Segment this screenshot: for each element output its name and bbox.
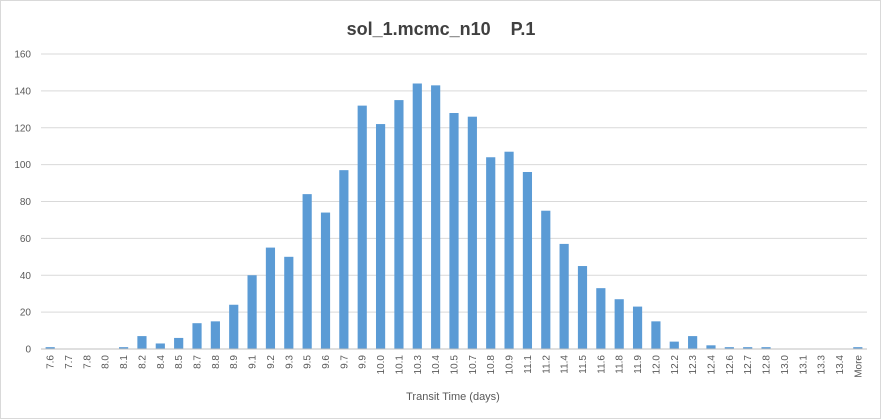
bar bbox=[651, 321, 661, 349]
x-tick-label: 9.9 bbox=[358, 355, 369, 369]
x-tick-label: 13.0 bbox=[780, 355, 791, 375]
bar bbox=[688, 336, 698, 349]
x-tick-label: 8.1 bbox=[119, 355, 130, 369]
x-tick-label: 11.2 bbox=[541, 355, 552, 374]
bar bbox=[320, 212, 331, 349]
bar bbox=[724, 347, 734, 349]
x-tick-label: 10.1 bbox=[394, 355, 405, 375]
bar bbox=[339, 170, 349, 349]
bar bbox=[137, 336, 147, 349]
y-tick-label: 140 bbox=[14, 86, 31, 97]
bar bbox=[761, 347, 771, 349]
y-tick-label: 120 bbox=[14, 123, 31, 134]
bar bbox=[743, 347, 753, 349]
y-tick-label: 80 bbox=[20, 197, 32, 208]
y-tick-label: 60 bbox=[20, 234, 32, 245]
x-tick-label: 13.4 bbox=[835, 355, 846, 375]
y-tick-label: 40 bbox=[20, 271, 32, 282]
x-tick-label: 11.9 bbox=[633, 355, 644, 374]
x-tick-label: 10.8 bbox=[486, 355, 497, 375]
bar bbox=[302, 194, 312, 349]
x-axis-label: Transit Time (days) bbox=[406, 391, 500, 403]
x-tick-label: More bbox=[853, 355, 864, 378]
x-tick-label: 9.2 bbox=[266, 355, 277, 369]
x-tick-label: 10.9 bbox=[505, 355, 516, 375]
bar bbox=[706, 345, 716, 349]
bar bbox=[853, 347, 863, 349]
bar bbox=[467, 116, 477, 349]
x-tick-label: 11.6 bbox=[596, 355, 607, 374]
y-tick-label: 100 bbox=[14, 160, 31, 171]
chart-title: sol_1.mcmc_n10 P.1 bbox=[347, 19, 536, 39]
x-tick-label: 9.6 bbox=[321, 355, 332, 369]
y-tick-label: 20 bbox=[20, 308, 32, 319]
bar bbox=[412, 83, 422, 349]
x-tick-label: 8.2 bbox=[137, 355, 148, 369]
x-tick-label: 12.4 bbox=[706, 355, 717, 375]
x-tick-label: 13.1 bbox=[798, 355, 809, 375]
bar bbox=[669, 341, 679, 349]
bar bbox=[449, 113, 459, 349]
bar bbox=[486, 157, 496, 349]
x-tick-label: 12.3 bbox=[688, 355, 699, 375]
x-tick-label: 13.3 bbox=[817, 355, 828, 375]
y-tick-label: 160 bbox=[14, 50, 31, 61]
bar bbox=[155, 343, 165, 349]
x-tick-label: 12.7 bbox=[743, 355, 754, 375]
x-tick-label: 7.8 bbox=[82, 355, 93, 369]
x-tick-label: 10.0 bbox=[376, 355, 387, 375]
bar bbox=[541, 210, 551, 349]
bar bbox=[522, 172, 533, 349]
x-tick-label: 11.1 bbox=[523, 355, 534, 374]
x-tick-label: 11.4 bbox=[560, 355, 571, 374]
x-tick-label: 8.9 bbox=[229, 355, 240, 369]
x-tick-label: 12.2 bbox=[670, 355, 681, 375]
bar bbox=[174, 337, 184, 349]
x-tick-label: 10.4 bbox=[431, 355, 442, 375]
bars bbox=[45, 83, 863, 349]
x-tick-label: 9.5 bbox=[303, 355, 314, 369]
x-tick-label: 9.7 bbox=[339, 355, 350, 369]
x-tick-label: 7.7 bbox=[64, 355, 75, 369]
x-tick-label: 10.7 bbox=[468, 355, 479, 375]
y-tick-label: 0 bbox=[25, 345, 31, 356]
x-tick-label: 9.3 bbox=[284, 355, 295, 369]
bar bbox=[119, 347, 129, 349]
bar bbox=[504, 151, 514, 349]
bar bbox=[229, 304, 239, 349]
bar bbox=[265, 247, 276, 349]
bar bbox=[596, 288, 606, 349]
bar bbox=[210, 321, 220, 349]
x-tick-label: 8.8 bbox=[211, 355, 222, 369]
bar bbox=[614, 299, 624, 349]
x-tick-label: 12.8 bbox=[762, 355, 773, 375]
x-axis-ticks: 7.6 7.7 7.8 8.0 8.1 8.2 8.4 8.5 8.7 8.8 8.9 9.1 9.2 9… bbox=[46, 355, 865, 378]
bar bbox=[632, 306, 643, 349]
x-tick-label: 10.5 bbox=[450, 355, 461, 375]
x-tick-label: 7.6 bbox=[46, 355, 57, 369]
x-tick-label: 12.6 bbox=[725, 355, 736, 375]
x-tick-label: 11.5 bbox=[578, 355, 589, 374]
bar bbox=[247, 275, 257, 349]
x-tick-label: 12.0 bbox=[651, 355, 662, 375]
bar bbox=[559, 243, 569, 349]
x-tick-label: 8.0 bbox=[101, 355, 112, 369]
x-tick-label: 8.7 bbox=[193, 355, 204, 369]
bar bbox=[394, 100, 404, 349]
x-tick-label: 8.5 bbox=[174, 355, 185, 369]
bar bbox=[357, 105, 367, 349]
y-axis-ticks: 0 20 40 60 80 100 120 140 160 bbox=[14, 50, 31, 356]
x-tick-label: 8.4 bbox=[156, 355, 167, 369]
bar bbox=[375, 124, 386, 349]
x-tick-label: 10.3 bbox=[413, 355, 424, 375]
x-tick-label: 11.8 bbox=[615, 355, 626, 374]
x-tick-label: 9.1 bbox=[248, 355, 259, 369]
bar bbox=[431, 85, 441, 349]
bar bbox=[192, 323, 202, 349]
bar bbox=[284, 256, 294, 349]
bar bbox=[45, 347, 55, 349]
bar bbox=[577, 266, 588, 349]
